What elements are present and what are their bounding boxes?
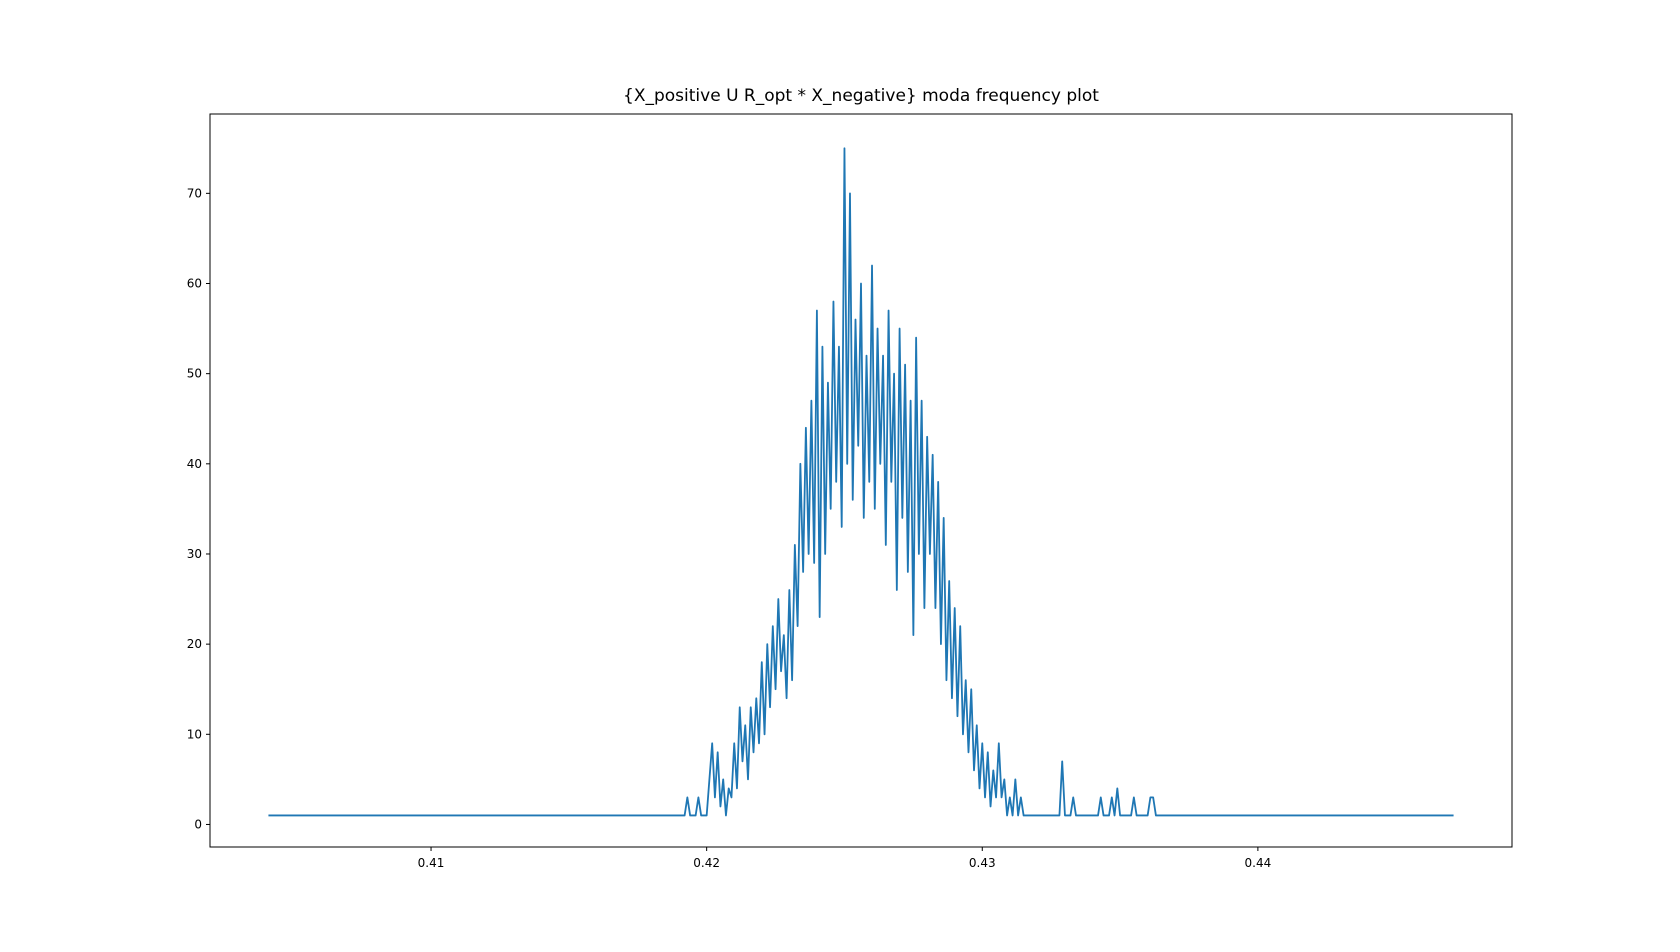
y-tick-label: 50 [187,367,202,381]
y-tick-label: 60 [187,277,202,291]
x-tick-label: 0.43 [969,856,996,870]
chart-title: {X_positive U R_opt * X_negative} moda f… [623,86,1099,106]
x-tick-label: 0.44 [1245,856,1272,870]
y-tick-label: 70 [187,186,202,200]
x-tick-label: 0.41 [418,856,445,870]
y-tick-label: 10 [187,727,202,741]
data-line [268,147,1454,817]
y-tick-label: 30 [187,547,202,561]
plot-frame [209,113,1513,848]
y-tick-label: 0 [194,817,202,831]
y-tick-label: 20 [187,637,202,651]
y-tick-label: 40 [187,457,202,471]
x-tick-label: 0.42 [693,856,720,870]
